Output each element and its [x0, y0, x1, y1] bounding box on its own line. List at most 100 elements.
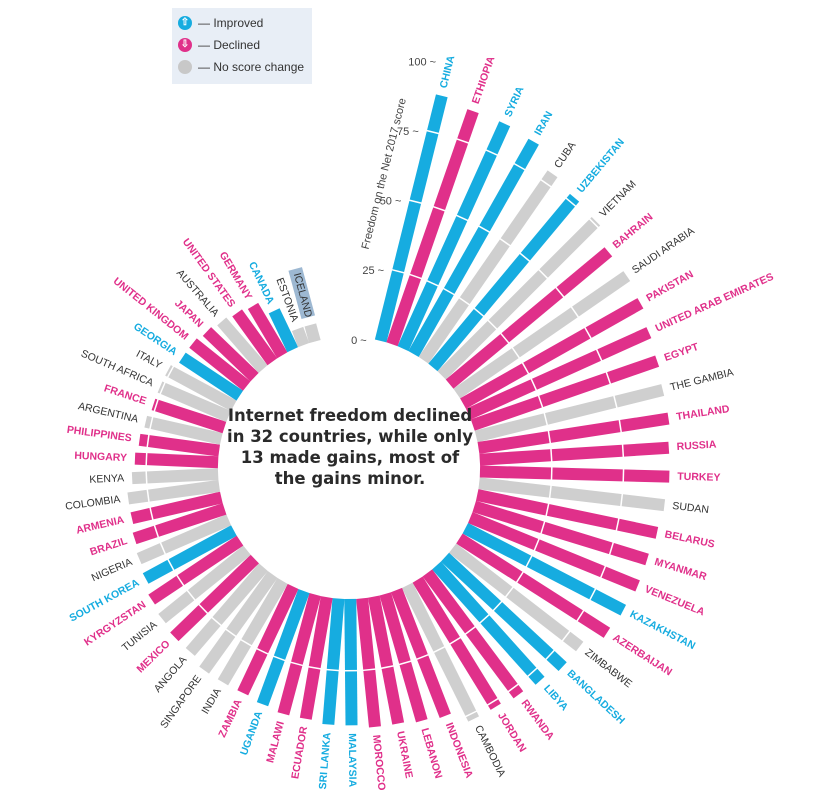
segment-divider	[289, 661, 304, 667]
country-label: ECUADOR	[289, 725, 310, 780]
axis-tick-label: 50 ~	[380, 196, 402, 208]
bar	[144, 415, 223, 445]
bar	[379, 592, 428, 723]
segment-divider	[455, 137, 470, 144]
country-label: INDONESIA	[443, 721, 475, 780]
bar	[465, 327, 652, 420]
bar	[432, 561, 545, 685]
bar	[217, 577, 288, 686]
country-label: COLOMBIA	[65, 493, 122, 512]
bar-estonia	[291, 326, 310, 348]
bar	[356, 597, 381, 728]
segment-divider	[521, 361, 530, 375]
segment-divider	[519, 252, 531, 263]
bar	[475, 489, 659, 539]
bar-nigeria	[136, 514, 232, 565]
segment-divider	[307, 665, 322, 670]
segment-divider	[537, 268, 549, 280]
bar-thailand	[477, 412, 670, 454]
country-label: EGYPT	[663, 341, 701, 364]
bar-azerbaijan	[456, 533, 611, 638]
country-label: BRAZIL	[88, 535, 129, 559]
segment-divider	[575, 609, 585, 623]
bar-angola	[185, 563, 268, 656]
bar	[268, 308, 299, 353]
segment-divider	[145, 470, 148, 485]
bar	[232, 309, 278, 366]
country-label: SRI LANKA	[317, 732, 334, 790]
bar-hungary	[134, 452, 219, 469]
segment-divider	[583, 326, 593, 340]
segment-divider	[153, 524, 160, 539]
bar-zambia	[237, 583, 299, 696]
bar-ethiopia	[386, 109, 479, 347]
country-label: SUDAN	[672, 500, 710, 516]
bar	[367, 595, 405, 725]
segment-divider	[540, 520, 546, 535]
bar	[217, 317, 268, 374]
segment-divider	[588, 217, 600, 229]
bar	[237, 583, 299, 696]
segment-divider	[473, 307, 485, 318]
bar-libya	[432, 561, 545, 685]
country-label: VENEZUELA	[643, 583, 707, 618]
legend-item-improved: ⇧ — Improved	[178, 12, 306, 34]
country-label: IRAN	[532, 109, 555, 137]
bar	[304, 323, 321, 344]
bar-indonesia	[390, 587, 451, 719]
bar-russia	[479, 441, 670, 466]
bar-sudan	[478, 477, 666, 512]
bar-sri-lanka	[322, 598, 345, 725]
bar	[256, 588, 310, 707]
bar-tunisia	[158, 545, 251, 624]
country-label: INDIA	[199, 686, 224, 716]
bar-venezuela	[467, 512, 640, 592]
circle-icon	[178, 60, 192, 74]
bar-singapore	[199, 570, 278, 674]
segment-divider	[149, 415, 154, 430]
segment-divider	[561, 630, 571, 643]
country-label: MOROCCO	[370, 734, 388, 791]
segment-divider	[362, 668, 377, 672]
bar-south-korea	[142, 525, 237, 584]
bar	[401, 582, 480, 722]
arrow-up-icon: ⇧	[178, 16, 192, 30]
segment-divider	[380, 665, 395, 670]
bar-cuba	[418, 170, 558, 364]
segment-divider	[525, 554, 533, 568]
country-label: ZAMBIA	[216, 697, 244, 739]
segment-divider	[612, 394, 618, 409]
bar-philippines	[138, 433, 220, 457]
segment-divider	[159, 381, 167, 395]
bar	[344, 598, 358, 726]
bar	[477, 412, 670, 454]
segment-divider	[595, 348, 603, 362]
segment-divider	[599, 565, 607, 579]
segment-divider	[442, 287, 456, 296]
bar-turkey	[479, 465, 670, 483]
segment-divider	[408, 199, 423, 205]
bar	[390, 587, 451, 719]
country-label: BELARUS	[664, 528, 716, 550]
bar-belarus	[475, 489, 659, 539]
bar	[456, 533, 611, 638]
bar-bahrain	[445, 247, 613, 389]
segment-divider	[526, 667, 539, 678]
segment-divider	[408, 273, 423, 280]
bar-syria	[397, 121, 511, 352]
country-label: NIGERIA	[90, 556, 134, 584]
bar-india	[217, 577, 288, 686]
country-label: ARMENIA	[75, 514, 126, 537]
country-label: CUBA	[552, 140, 578, 171]
segment-divider	[537, 394, 544, 409]
bar	[445, 247, 613, 389]
bar-italy	[165, 365, 237, 412]
bar-kyrgyzstan	[148, 535, 244, 605]
bar	[165, 365, 237, 412]
legend-label-improved: — Improved	[198, 16, 264, 30]
segment-divider	[515, 570, 525, 584]
bar	[397, 121, 511, 352]
country-label: ITALY	[134, 348, 164, 372]
segment-divider	[504, 586, 515, 599]
